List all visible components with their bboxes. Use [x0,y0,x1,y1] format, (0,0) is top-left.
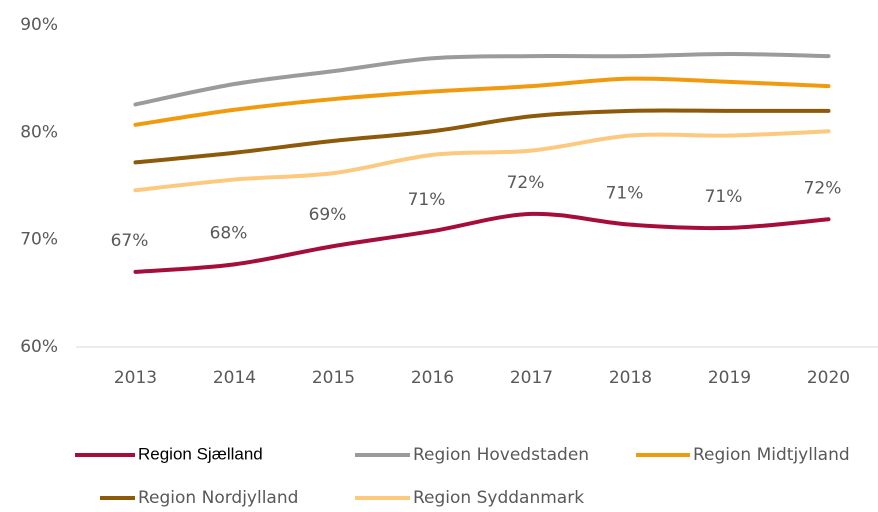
x-tick-label: 2019 [708,368,751,388]
data-label: 72% [804,178,842,198]
legend-label: Region Nordjylland [138,488,298,508]
x-tick-label: 2013 [114,368,157,388]
y-tick-label: 90% [20,15,58,35]
data-label: 67% [111,231,149,251]
data-label: 72% [507,173,545,193]
legend-label: Region Sjælland [138,444,263,463]
legend-label: Region Midtjylland [693,445,850,465]
data-label: 71% [705,187,743,207]
y-tick-label: 70% [20,230,58,250]
legend-label: Region Syddanmark [413,488,584,508]
series-line [133,211,831,274]
x-tick-label: 2018 [609,368,652,388]
data-label: 68% [210,223,248,243]
legend-label: Region Hovedstaden [413,445,589,465]
x-tick-label: 2020 [807,368,850,388]
series-line [133,129,831,193]
x-tick-label: 2016 [411,368,454,388]
data-label: 69% [309,205,347,225]
data-label: 71% [606,184,644,204]
x-tick-label: 2017 [510,368,553,388]
series-line [133,76,831,127]
series-line [133,108,831,165]
x-tick-label: 2015 [312,368,355,388]
y-tick-label: 60% [20,337,58,357]
data-label: 71% [408,190,446,210]
y-tick-label: 80% [20,122,58,142]
x-tick-label: 2014 [213,368,256,388]
series-line [133,51,831,107]
